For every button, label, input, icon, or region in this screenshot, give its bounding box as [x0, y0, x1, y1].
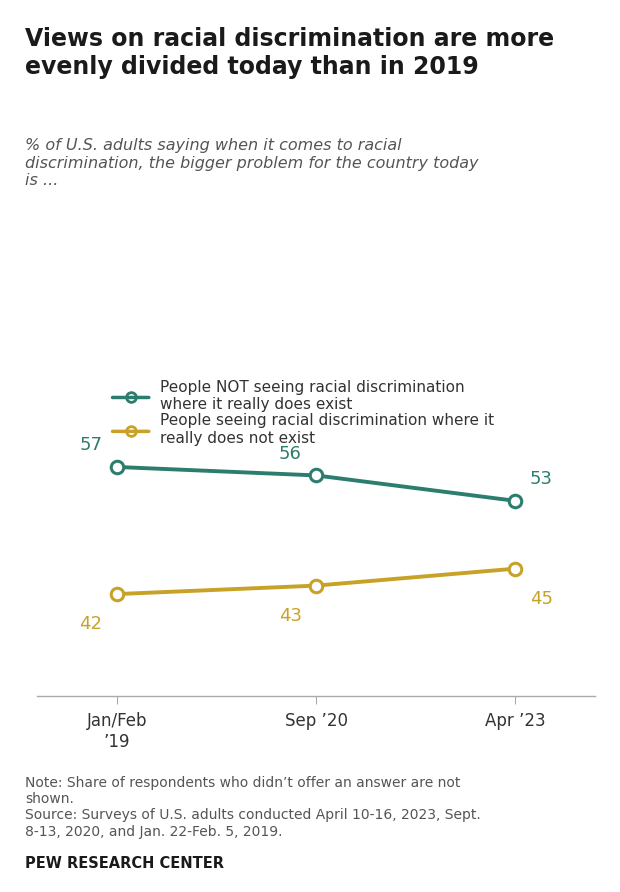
- Text: 45: 45: [530, 590, 553, 607]
- Text: People NOT seeing racial discrimination
where it really does exist: People NOT seeing racial discrimination …: [160, 380, 464, 412]
- Text: % of U.S. adults saying when it comes to racial
discrimination, the bigger probl: % of U.S. adults saying when it comes to…: [25, 138, 478, 188]
- Text: People seeing racial discrimination where it
really does not exist: People seeing racial discrimination wher…: [160, 414, 494, 446]
- Text: 53: 53: [530, 470, 553, 488]
- Text: PEW RESEARCH CENTER: PEW RESEARCH CENTER: [25, 856, 224, 871]
- Text: 43: 43: [279, 607, 302, 624]
- Text: Note: Share of respondents who didn’t offer an answer are not
shown.
Source: Sur: Note: Share of respondents who didn’t of…: [25, 776, 480, 838]
- Text: 42: 42: [79, 615, 102, 633]
- Text: 56: 56: [279, 445, 302, 463]
- Text: 57: 57: [79, 436, 102, 454]
- Text: Views on racial discrimination are more
evenly divided today than in 2019: Views on racial discrimination are more …: [25, 27, 554, 78]
